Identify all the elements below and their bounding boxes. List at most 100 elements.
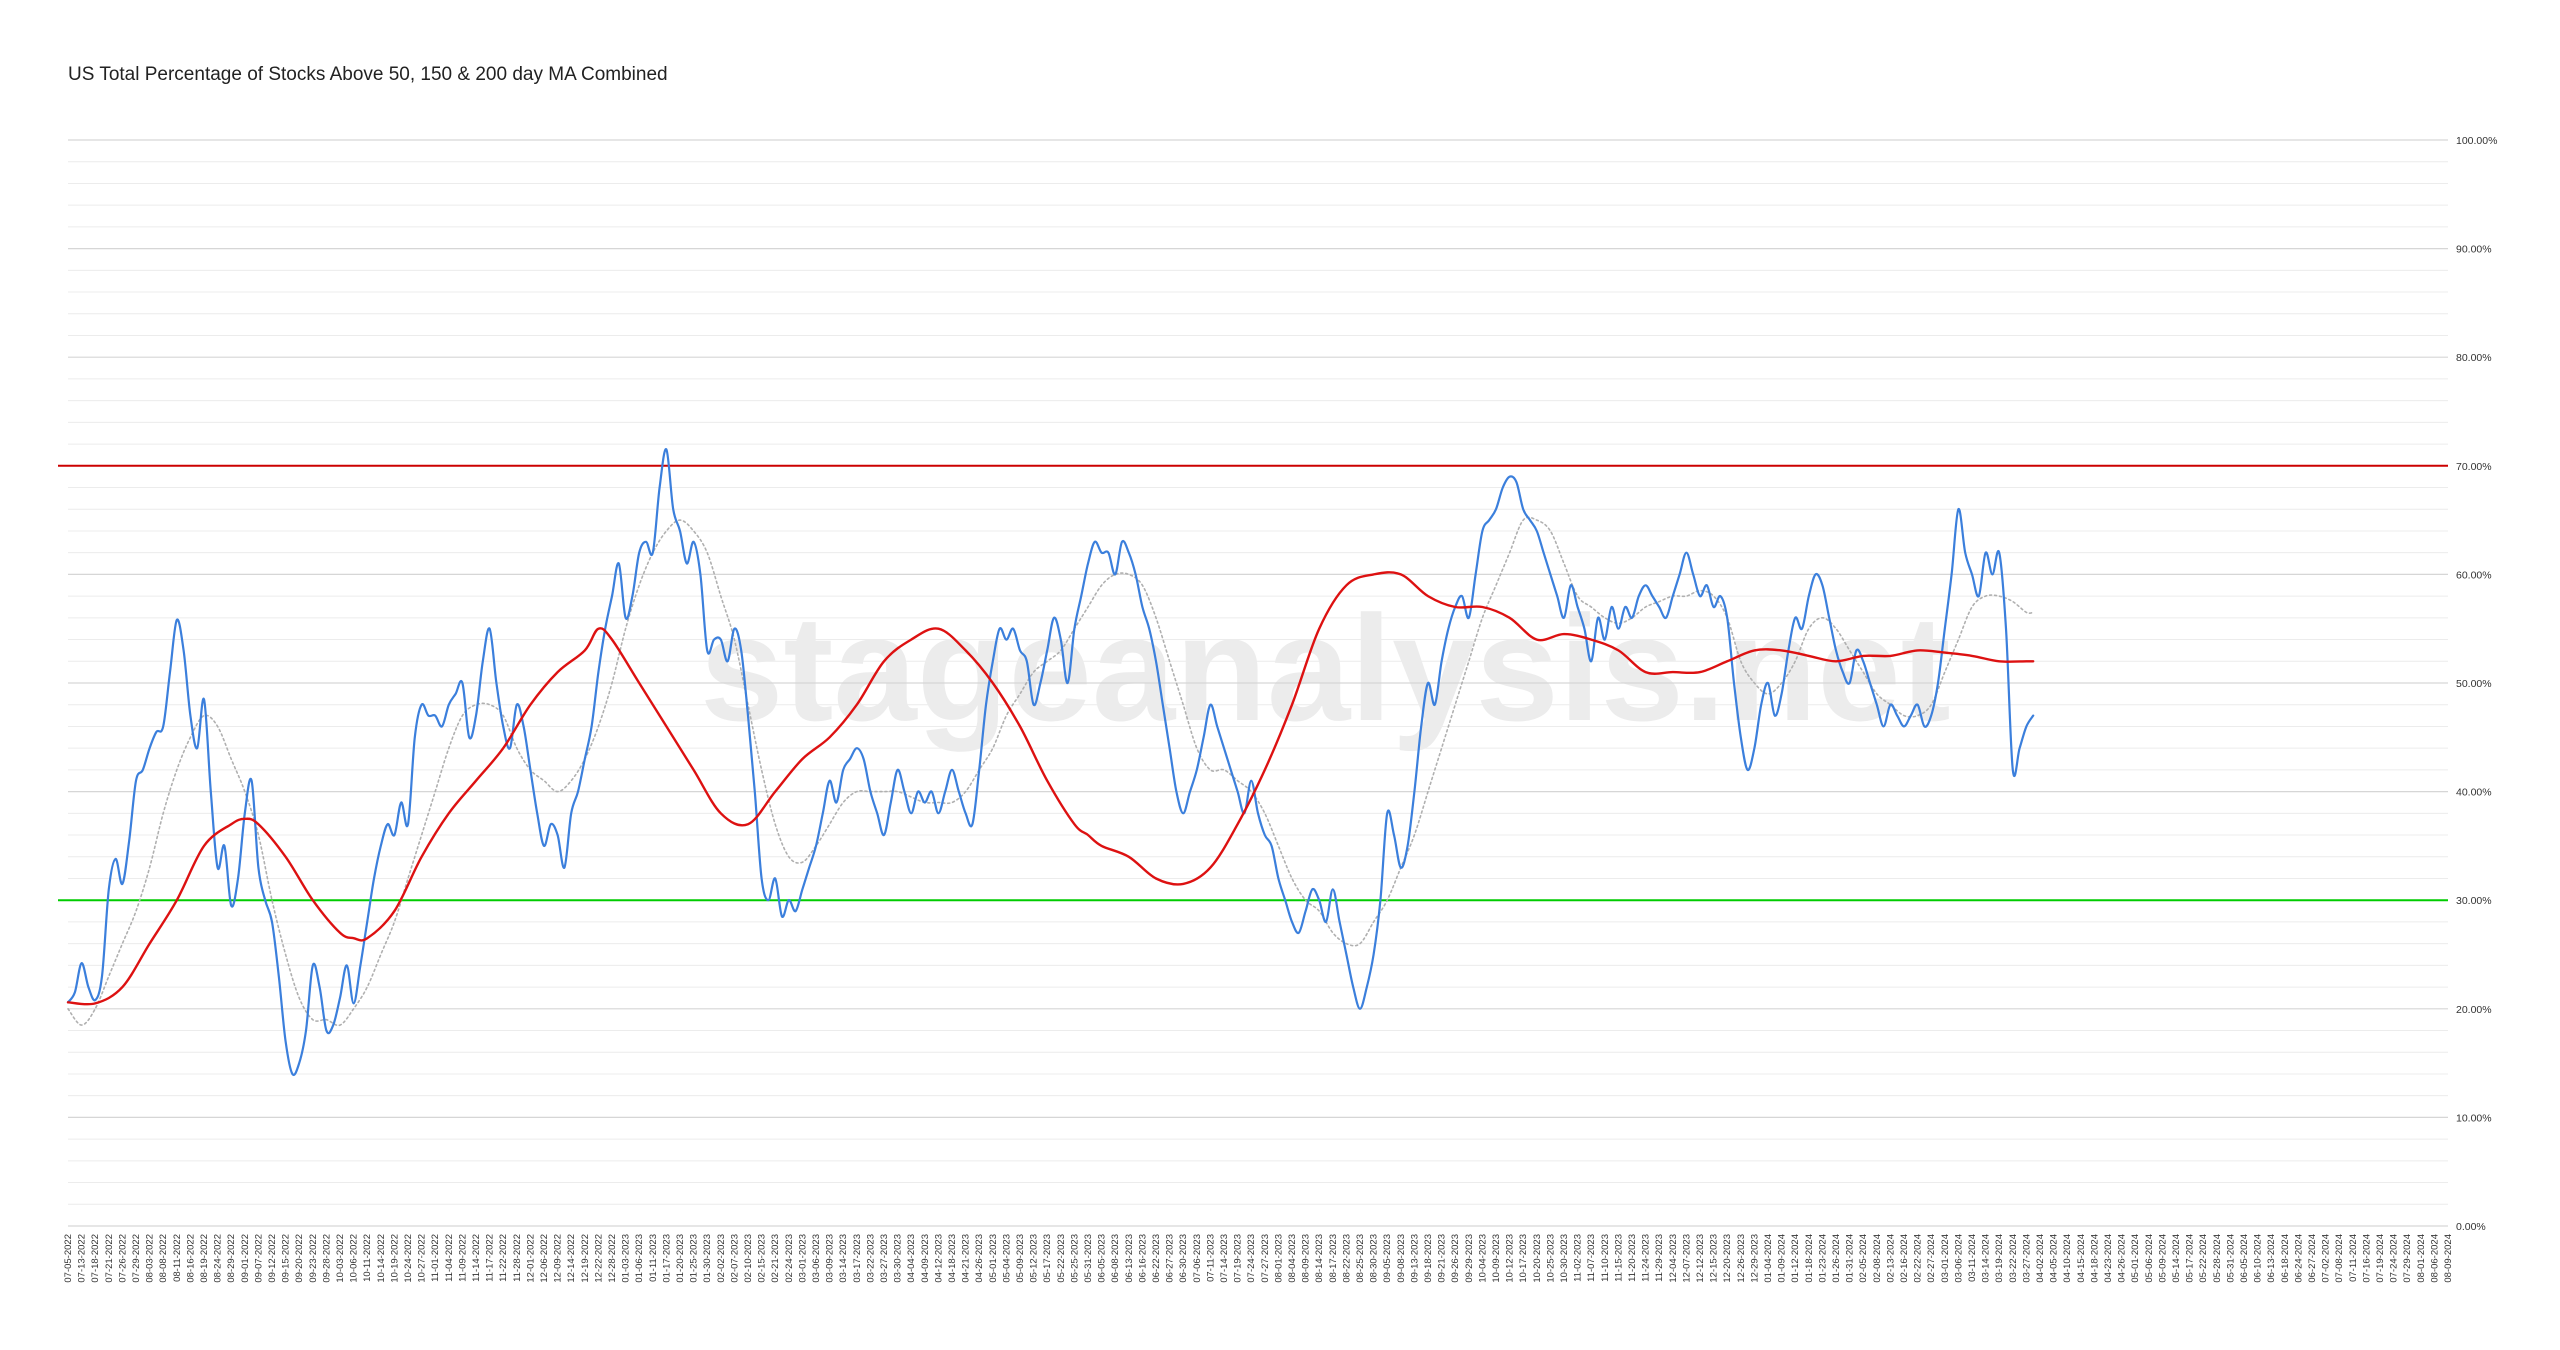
x-tick-label: 10-27-2022 <box>417 1234 428 1283</box>
x-tick-label: 08-09-2024 <box>2443 1234 2454 1283</box>
y-tick-label: 70.00% <box>2456 461 2492 473</box>
x-tick-label: 03-27-2024 <box>2021 1234 2032 1283</box>
x-tick-label: 04-23-2024 <box>2103 1234 2114 1283</box>
x-tick-label: 10-25-2023 <box>1545 1234 1556 1283</box>
x-tick-label: 11-24-2023 <box>1641 1234 1652 1282</box>
x-tick-label: 04-15-2024 <box>2076 1234 2087 1283</box>
y-tick-label: 60.00% <box>2456 569 2492 581</box>
x-tick-label: 06-18-2024 <box>2280 1234 2291 1283</box>
x-tick-label: 07-19-2023 <box>1233 1234 1244 1283</box>
chart-title: US Total Percentage of Stocks Above 50, … <box>68 64 668 85</box>
x-tick-label: 02-05-2024 <box>1858 1234 1869 1283</box>
x-tick-label: 04-09-2023 <box>920 1234 931 1283</box>
x-tick-label: 11-01-2022 <box>430 1234 441 1282</box>
x-tick-label: 11-28-2022 <box>512 1234 523 1282</box>
x-tick-label: 02-21-2023 <box>770 1234 781 1283</box>
reference-lines <box>58 464 2448 902</box>
x-tick-label: 02-07-2023 <box>729 1234 740 1283</box>
x-tick-label: 07-16-2024 <box>2361 1234 2372 1283</box>
x-tick-label: 12-15-2023 <box>1709 1234 1720 1283</box>
x-tick-label: 12-12-2023 <box>1695 1234 1706 1283</box>
y-tick-label: 10.00% <box>2456 1112 2492 1124</box>
x-tick-label: 06-13-2023 <box>1124 1234 1135 1283</box>
x-tick-label: 06-10-2024 <box>2253 1234 2264 1283</box>
x-tick-label: 07-05-2022 <box>63 1234 74 1283</box>
x-tick-label: 09-29-2023 <box>1464 1234 1475 1283</box>
x-tick-label: 05-25-2023 <box>1069 1234 1080 1283</box>
x-tick-label: 12-06-2022 <box>539 1234 550 1283</box>
x-tick-label: 03-01-2023 <box>797 1234 808 1283</box>
x-tick-label: 06-27-2023 <box>1165 1234 1176 1283</box>
y-axis-ticks: 0.00% 10.00% 20.00% 30.00% 40.00% 50.00% 60.00… <box>2456 135 2497 1233</box>
x-tick-label: 09-26-2023 <box>1450 1234 1461 1283</box>
x-tick-label: 08-09-2023 <box>1301 1234 1312 1283</box>
x-tick-label: 10-11-2022 <box>362 1234 373 1282</box>
x-tick-label: 11-17-2022 <box>485 1234 496 1282</box>
x-tick-label: 09-13-2023 <box>1409 1234 1420 1283</box>
x-tick-label: 04-26-2024 <box>2117 1234 2128 1283</box>
x-tick-label: 01-06-2023 <box>634 1234 645 1283</box>
x-tick-label: 10-06-2022 <box>349 1234 360 1283</box>
x-tick-label: 02-27-2024 <box>1926 1234 1937 1283</box>
x-tick-label: 05-28-2024 <box>2212 1234 2223 1283</box>
x-tick-label: 07-14-2023 <box>1219 1234 1230 1283</box>
x-tick-label: 10-17-2023 <box>1518 1234 1529 1283</box>
x-tick-label: 11-20-2023 <box>1627 1234 1638 1282</box>
y-tick-label: 0.00% <box>2456 1221 2486 1233</box>
x-tick-label: 03-17-2023 <box>852 1234 863 1283</box>
x-tick-label: 05-01-2024 <box>2130 1234 2141 1283</box>
x-tick-label: 07-11-2023 <box>1205 1234 1216 1282</box>
x-tick-label: 09-08-2023 <box>1396 1234 1407 1283</box>
x-tick-label: 03-06-2024 <box>1953 1234 1964 1283</box>
x-tick-label: 05-06-2024 <box>2144 1234 2155 1283</box>
x-tick-label: 09-05-2023 <box>1382 1234 1393 1283</box>
x-tick-label: 10-12-2023 <box>1505 1234 1516 1283</box>
x-tick-label: 08-25-2023 <box>1355 1234 1366 1283</box>
series-line-main <box>66 448 2035 1076</box>
x-tick-label: 06-08-2023 <box>1110 1234 1121 1283</box>
x-tick-label: 08-01-2024 <box>2416 1234 2427 1283</box>
x-tick-label: 09-07-2022 <box>253 1234 264 1283</box>
x-tick-label: 08-04-2023 <box>1287 1234 1298 1283</box>
x-tick-label: 12-09-2022 <box>553 1234 564 1283</box>
x-tick-label: 10-20-2023 <box>1532 1234 1543 1283</box>
x-tick-label: 02-13-2024 <box>1885 1234 1896 1283</box>
x-tick-label: 03-09-2023 <box>825 1234 836 1283</box>
x-tick-label: 09-18-2023 <box>1423 1234 1434 1283</box>
x-tick-label: 10-14-2022 <box>376 1234 387 1283</box>
x-tick-label: 01-30-2023 <box>702 1234 713 1283</box>
x-tick-label: 04-26-2023 <box>974 1234 985 1283</box>
x-tick-label: 08-24-2022 <box>213 1234 224 1283</box>
y-tick-label: 100.00% <box>2456 135 2497 147</box>
x-tick-label: 04-21-2023 <box>961 1234 972 1283</box>
y-tick-label: 30.00% <box>2456 895 2492 907</box>
x-tick-label: 03-06-2023 <box>811 1234 822 1283</box>
grid-lines <box>68 139 2448 1227</box>
y-tick-label: 90.00% <box>2456 244 2492 256</box>
x-tick-label: 06-13-2024 <box>2266 1234 2277 1283</box>
x-tick-label: 05-09-2024 <box>2157 1234 2168 1283</box>
x-tick-label: 07-24-2024 <box>2389 1234 2400 1283</box>
x-tick-label: 02-08-2024 <box>1872 1234 1883 1283</box>
x-tick-label: 11-04-2022 <box>444 1234 455 1282</box>
x-tick-label: 07-13-2022 <box>77 1234 88 1283</box>
x-tick-label: 05-22-2024 <box>2198 1234 2209 1283</box>
x-tick-label: 12-29-2023 <box>1749 1234 1760 1283</box>
x-tick-label: 12-14-2022 <box>566 1234 577 1283</box>
x-axis-ticks: 07-05-2022 07-13-2022 07-18-2022 07-21-2022… <box>63 1234 2454 1283</box>
x-tick-label: 07-27-2023 <box>1260 1234 1271 1283</box>
x-tick-label: 02-22-2024 <box>1913 1234 1924 1283</box>
x-tick-label: 01-12-2024 <box>1790 1234 1801 1283</box>
x-tick-label: 06-05-2023 <box>1097 1234 1108 1283</box>
x-tick-label: 09-23-2022 <box>308 1234 319 1283</box>
x-tick-label: 11-22-2022 <box>498 1234 509 1282</box>
y-tick-label: 40.00% <box>2456 787 2492 799</box>
x-tick-label: 04-05-2024 <box>2049 1234 2060 1283</box>
x-tick-label: 05-14-2024 <box>2171 1234 2182 1283</box>
x-tick-label: 07-06-2023 <box>1192 1234 1203 1283</box>
x-tick-label: 03-27-2023 <box>879 1234 890 1283</box>
x-tick-label: 12-22-2022 <box>593 1234 604 1283</box>
x-tick-label: 08-30-2023 <box>1369 1234 1380 1283</box>
series-line-ma-long <box>66 571 2035 1006</box>
x-tick-label: 11-29-2023 <box>1654 1234 1665 1282</box>
